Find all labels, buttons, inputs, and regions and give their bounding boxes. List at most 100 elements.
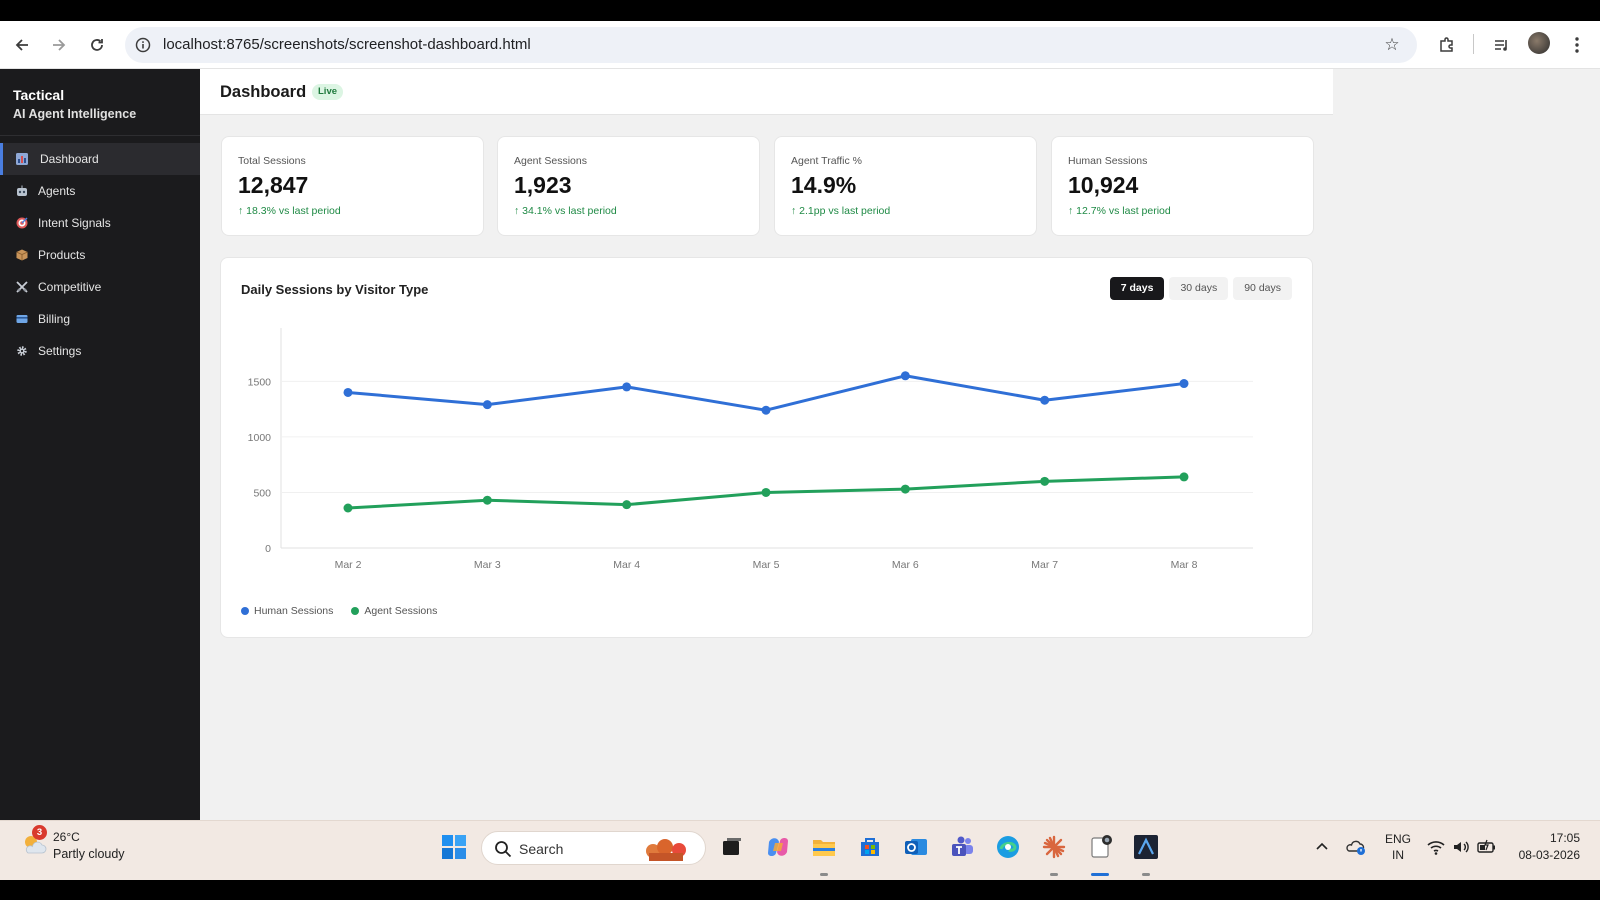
volume-icon[interactable] [1447,833,1475,861]
data-point [622,500,632,510]
sidebar: Tactical AI Agent Intelligence Dashboard… [0,69,200,820]
data-point [761,405,771,415]
url-text[interactable]: localhost:8765/screenshots/screenshot-da… [163,36,531,53]
search-icon [495,841,512,858]
stat-delta: ↑ 18.3% vs last period [238,205,341,217]
task-view-icon[interactable] [718,833,746,861]
clock-time: 17:05 [1549,831,1580,845]
gear-icon [16,345,28,357]
extensions-icon[interactable] [1435,33,1459,57]
system-clock[interactable]: 17:05 08-03-2026 [1519,830,1580,864]
running-indicator [1050,873,1058,876]
chevron-up-icon[interactable] [1308,833,1336,861]
page-title: Dashboard [220,83,307,101]
sidebar-item-label: Competitive [38,280,102,294]
kebab-menu-icon[interactable] [1565,33,1589,57]
sidebar-item-competitive[interactable]: Competitive [0,271,200,303]
x-tick-label: Mar 2 [335,559,362,571]
copilot-icon[interactable] [764,833,792,861]
microsoft-store-icon[interactable] [856,833,884,861]
y-tick-label: 0 [265,543,271,555]
bookmark-star-icon[interactable]: ☆ [1384,35,1400,54]
legend-item-human[interactable]: Human Sessions [241,605,333,617]
profile-avatar[interactable] [1528,32,1550,54]
main-content: Dashboard Live Total Sessions 12,847 ↑ 1… [200,69,1600,820]
live-status-badge: Live [312,84,344,100]
y-tick-label: 1000 [248,432,272,444]
taskbar-search-box[interactable]: Search [481,831,706,865]
media-control-icon[interactable] [1490,33,1514,57]
partly-cloudy-icon[interactable] [20,831,48,859]
language-code: ENG [1384,832,1411,846]
wifi-icon[interactable] [1422,833,1450,861]
stat-value: 14.9% [791,172,857,198]
target-icon [16,217,28,229]
legend-item-agent[interactable]: Agent Sessions [351,605,437,617]
notepad-icon[interactable] [1086,833,1114,861]
bar-chart-icon [16,153,28,165]
data-point [1040,395,1050,405]
package-icon [16,249,28,261]
reload-icon [91,39,103,51]
language-indicator[interactable]: ENG IN [1380,831,1416,863]
arrow-left-icon [15,39,28,51]
forward-button[interactable] [47,33,71,57]
legend-label: Agent Sessions [364,605,438,617]
sidebar-item-intent-signals[interactable]: Intent Signals [0,207,200,239]
data-point [1040,476,1050,486]
brand: Tactical AI Agent Intelligence [0,69,200,136]
toolbar-separator [1473,34,1474,54]
back-button[interactable] [10,33,34,57]
data-point [343,503,353,513]
weather-description[interactable]: Partly cloudy [53,847,125,861]
windows-start-icon[interactable] [440,833,468,861]
stat-value: 10,924 [1068,172,1139,198]
sidebar-item-dashboard[interactable]: Dashboard [0,143,200,175]
sidebar-item-billing[interactable]: Billing [0,303,200,335]
address-bar[interactable]: localhost:8765/screenshots/screenshot-da… [125,27,1417,63]
brand-name: Tactical [13,87,65,103]
weather-temperature[interactable]: 26°C [53,830,80,844]
edge-browser-icon[interactable] [994,833,1022,861]
sidebar-item-label: Products [38,248,86,262]
stat-label: Human Sessions [1068,155,1148,167]
range-90-days-button[interactable]: 90 days [1233,277,1292,300]
battery-icon[interactable] [1473,833,1501,861]
search-placeholder: Search [519,841,564,857]
crossed-swords-icon [16,281,28,293]
stat-card-agent-sessions: Agent Sessions 1,923 ↑ 34.1% vs last per… [497,136,760,236]
reload-button[interactable] [85,33,109,57]
page-header: Dashboard Live [200,69,1333,115]
outlook-icon[interactable] [902,833,930,861]
sidebar-item-products[interactable]: Products [0,239,200,271]
window-top-bar [0,0,1600,21]
stat-card-agent-traffic: Agent Traffic % 14.9% ↑ 2.1pp vs last pe… [774,136,1037,236]
stat-delta: ↑ 2.1pp vs last period [791,205,891,217]
range-7-days-button[interactable]: 7 days [1109,277,1165,300]
stat-value: 1,923 [514,172,572,198]
daily-sessions-chart-card: Daily Sessions by Visitor Type 7 days 30… [220,257,1313,638]
data-point [1179,472,1189,482]
range-30-days-button[interactable]: 30 days [1169,277,1229,300]
data-point [1179,379,1189,389]
terminal-app-icon[interactable] [1132,833,1160,861]
data-point [482,495,492,505]
region-code: IN [1392,848,1404,862]
sidebar-item-settings[interactable]: Settings [0,335,200,367]
chart-title: Daily Sessions by Visitor Type [241,282,429,297]
file-explorer-icon[interactable] [810,833,838,861]
sidebar-item-agents[interactable]: Agents [0,175,200,207]
y-tick-label: 1500 [248,376,272,388]
data-point [482,400,492,410]
x-tick-label: Mar 5 [753,559,780,571]
x-tick-label: Mar 3 [474,559,501,571]
sidebar-item-label: Intent Signals [38,216,111,230]
onedrive-sync-icon[interactable] [1342,833,1370,861]
stat-delta: ↑ 12.7% vs last period [1068,205,1171,217]
teams-icon[interactable] [948,833,976,861]
robot-icon [16,185,28,197]
site-info-icon[interactable] [133,35,153,55]
windows-taskbar: 3 26°C Partly cloudy Search [0,820,1600,880]
stat-label: Total Sessions [238,155,306,167]
claude-app-icon[interactable] [1040,833,1068,861]
